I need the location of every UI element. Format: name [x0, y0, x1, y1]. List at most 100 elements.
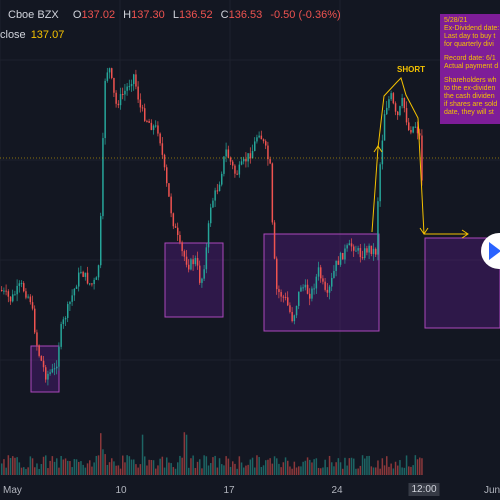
note-line: Actual payment d	[444, 63, 499, 70]
close-indicator: close 137.07	[0, 29, 64, 41]
candle-body	[300, 287, 302, 292]
volume-bar	[159, 458, 161, 475]
volume-bar	[269, 458, 271, 475]
volume-bar	[267, 459, 269, 475]
candle-body	[60, 324, 62, 347]
candle-body	[51, 369, 54, 373]
volume-bar	[247, 464, 249, 475]
candle-body	[31, 302, 34, 309]
candle-body	[412, 126, 414, 133]
volume-bar	[280, 467, 282, 475]
replay-button[interactable]	[481, 233, 500, 269]
volume-bar	[317, 467, 320, 475]
candle-body	[97, 265, 100, 278]
candle-body	[370, 245, 373, 254]
note-line: for quarterly divi	[444, 41, 494, 48]
volume-bar	[339, 462, 342, 475]
volume-bar	[388, 466, 390, 475]
candle-body	[210, 207, 212, 224]
candle-body	[346, 245, 348, 249]
candle-body	[188, 264, 190, 270]
candle-body	[64, 317, 67, 320]
candle-body	[410, 130, 412, 133]
volume-bar	[405, 455, 408, 475]
candle-body	[379, 164, 381, 202]
candle-body	[229, 157, 232, 162]
candle-body	[80, 271, 82, 273]
volume-bar	[42, 456, 45, 475]
volume-bar	[128, 456, 131, 475]
volume-bar	[258, 457, 260, 475]
candle-body	[135, 74, 137, 87]
candle-body	[295, 305, 298, 316]
candle-body	[69, 301, 71, 305]
time-axis-label: May	[3, 485, 22, 496]
candle-body	[49, 372, 51, 374]
candle-body	[289, 305, 291, 312]
candle-body	[146, 120, 148, 122]
volume-bar	[14, 457, 16, 475]
candle-body	[267, 145, 269, 160]
volume-bar	[86, 463, 89, 475]
volume-bar	[394, 461, 397, 475]
volume-bar	[106, 464, 109, 475]
candle-body	[368, 245, 370, 253]
volume-bar	[111, 458, 113, 475]
candle-body	[258, 135, 260, 138]
candle-body	[401, 97, 403, 107]
candle-body	[104, 80, 106, 139]
candle-body	[82, 271, 84, 277]
candle-body	[280, 292, 282, 297]
candle-body	[102, 138, 104, 217]
volume-bar	[326, 467, 329, 475]
volume-bar	[284, 457, 287, 475]
candle-body	[115, 92, 117, 104]
candle-body	[45, 367, 47, 380]
open-label: O	[72, 9, 82, 21]
candle-body	[227, 149, 230, 158]
candle-body	[399, 106, 401, 116]
candle-body	[405, 108, 408, 123]
volume-bar	[174, 468, 177, 475]
candle-body	[364, 248, 366, 259]
volume-bar	[40, 464, 43, 475]
candle-body	[331, 277, 333, 287]
candle-body	[27, 296, 29, 298]
candle-body	[265, 141, 267, 146]
candle-body	[5, 290, 7, 292]
volume-bar	[298, 466, 300, 475]
candle-body	[20, 283, 23, 285]
candle-body	[232, 161, 234, 166]
low-value: 136.52	[178, 9, 213, 21]
volume-bar	[190, 458, 192, 475]
candle-body	[141, 107, 144, 109]
volume-bar	[119, 468, 122, 475]
candle-body	[58, 346, 60, 367]
candle-body	[1, 290, 3, 291]
volume-bar	[47, 468, 49, 475]
candle-body	[16, 285, 18, 295]
candle-body	[361, 257, 364, 259]
candle-body	[196, 258, 199, 266]
dividend-note[interactable]: 5/28/21 Ex-Dividend date: Last day to buy …	[440, 14, 500, 124]
trend-arrow	[371, 77, 425, 235]
candle-body	[3, 290, 5, 292]
volume-bar	[69, 461, 71, 475]
volume-bar	[254, 467, 256, 475]
volume-bar	[135, 464, 137, 475]
candle-body	[71, 295, 73, 302]
candle-body	[214, 190, 216, 201]
volume-bar	[7, 455, 10, 475]
candle-body	[262, 139, 265, 142]
volume-bar	[207, 465, 210, 475]
volume-bar	[5, 467, 7, 475]
candle-body	[339, 252, 342, 265]
candle-body	[139, 99, 142, 108]
volume-bar	[331, 462, 333, 475]
candle-body	[157, 125, 159, 134]
candle-body	[117, 103, 120, 106]
note-line: Last day to buy t	[444, 33, 496, 40]
candle-body	[67, 304, 69, 318]
